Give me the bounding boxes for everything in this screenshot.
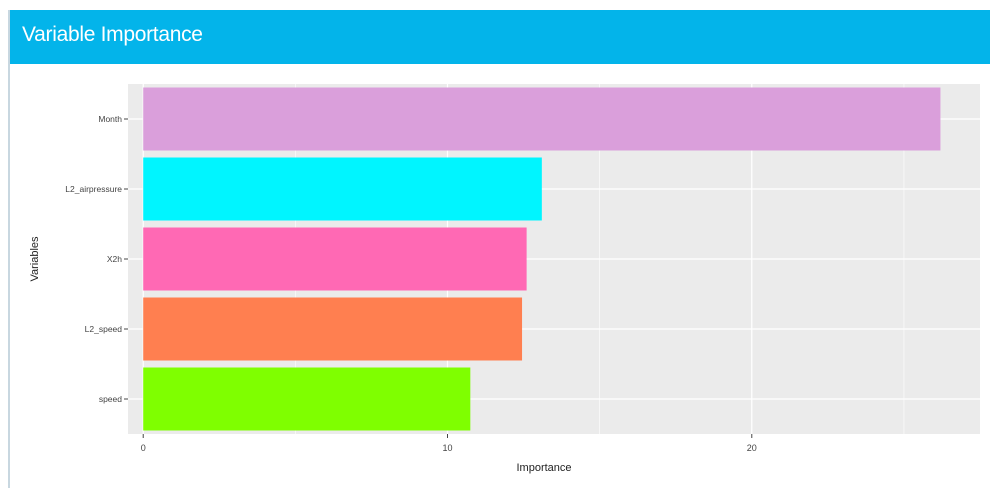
x-tick-label: 20	[747, 443, 757, 453]
bars	[143, 87, 941, 431]
x-tick-label: 0	[141, 443, 146, 453]
y-tick-label: Month	[98, 114, 122, 124]
bar-l2-airpressure	[143, 157, 542, 221]
panel-title: Variable Importance	[22, 23, 203, 46]
y-tick-label: L2_speed	[85, 324, 123, 334]
bar-speed	[143, 367, 471, 431]
y-tick-label: X2h	[107, 254, 122, 264]
x-tick-label: 10	[442, 443, 452, 453]
bar-l2-speed	[143, 297, 523, 361]
panel-header: Variable Importance	[10, 10, 990, 64]
x-axis-ticks: 0 10 20	[141, 434, 757, 453]
y-tick-label: L2_airpressure	[65, 184, 122, 194]
y-tick-label: speed	[99, 394, 122, 404]
bar-x2h	[143, 227, 527, 291]
x-axis-title: Importance	[516, 462, 571, 474]
bar-month	[143, 87, 941, 151]
y-axis-title: Variables	[29, 236, 41, 282]
